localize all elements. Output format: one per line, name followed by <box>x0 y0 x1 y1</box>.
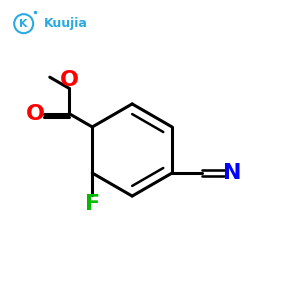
Text: O: O <box>26 103 45 124</box>
Text: N: N <box>223 163 242 183</box>
Text: O: O <box>60 70 79 90</box>
Text: K: K <box>20 19 28 29</box>
Text: F: F <box>85 194 100 214</box>
Text: Kuujia: Kuujia <box>44 17 88 30</box>
